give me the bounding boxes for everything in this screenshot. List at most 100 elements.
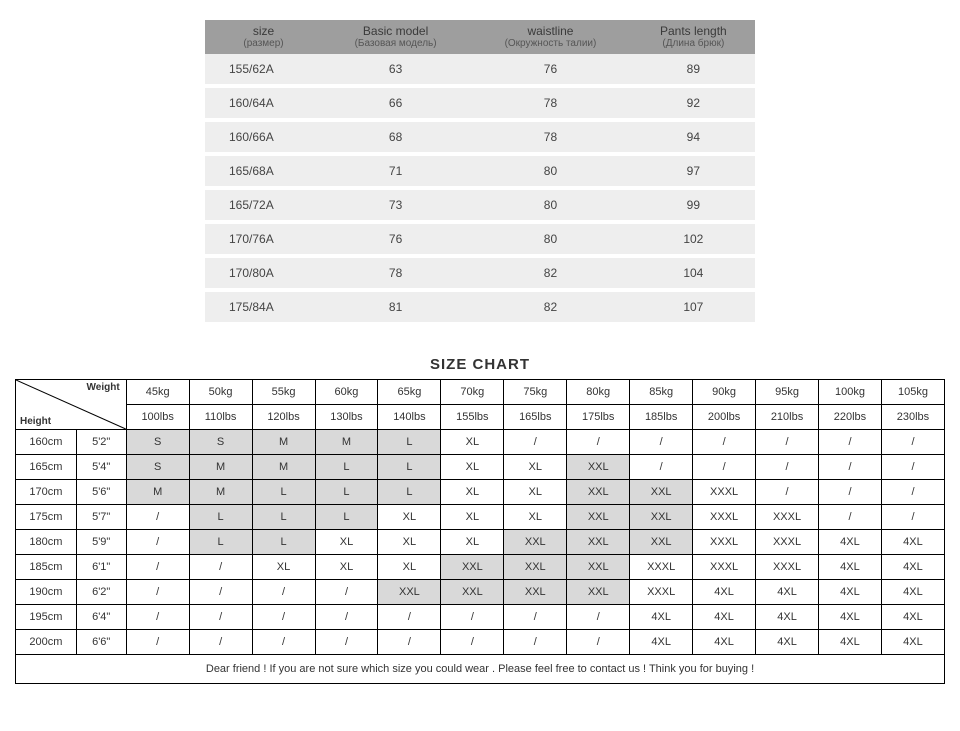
size-cell: XXL [378,580,441,605]
weight-header-lbs: 120lbs [252,405,315,430]
weight-header-kg: 50kg [189,380,252,405]
size-chart-row: 165cm5'4"SMMLLXLXLXXL///// [16,455,945,480]
measurements-cell: 78 [469,120,632,154]
size-cell: / [881,455,944,480]
measurements-table-container: size(размер) Basic model(Базовая модель)… [205,20,755,326]
measurements-cell: 165/72A [205,188,322,222]
size-chart-row: 185cm6'1"//XLXLXLXXLXXLXXLXXXLXXXLXXXL4X… [16,555,945,580]
measurements-cell: 76 [469,54,632,86]
size-cell: XXL [567,530,630,555]
size-cell: XXL [567,555,630,580]
size-cell: 4XL [693,605,756,630]
size-cell: / [567,430,630,455]
weight-header-kg: 85kg [630,380,693,405]
size-chart-footer-note: Dear friend ! If you are not sure which … [16,655,945,684]
measurements-row: 160/66A687894 [205,120,755,154]
size-cell: XXL [630,480,693,505]
height-ft-cell: 5'7" [76,505,126,530]
size-cell: L [315,455,378,480]
weight-header-lbs: 230lbs [881,405,944,430]
size-chart-container: WeightHeight45kg50kg55kg60kg65kg70kg75kg… [15,379,945,684]
size-cell: / [189,630,252,655]
measurements-cell: 80 [469,154,632,188]
height-ft-cell: 6'1" [76,555,126,580]
size-cell: XXL [504,555,567,580]
weight-header-lbs: 110lbs [189,405,252,430]
size-cell: 4XL [630,630,693,655]
size-cell: / [693,455,756,480]
size-cell: XL [441,480,504,505]
size-cell: 4XL [756,605,819,630]
size-chart-title: SIZE CHART [0,356,960,373]
measurements-cell: 89 [632,54,755,86]
size-cell: XXL [630,505,693,530]
col-waistline: waistline(Окружность талии) [469,20,632,54]
size-cell: / [756,430,819,455]
size-cell: XXL [504,530,567,555]
size-cell: 4XL [756,580,819,605]
size-cell: / [441,605,504,630]
measurements-cell: 80 [469,222,632,256]
size-cell: / [378,630,441,655]
size-cell: / [126,580,189,605]
weight-header-lbs: 175lbs [567,405,630,430]
measurements-cell: 71 [322,154,469,188]
weight-header-lbs: 200lbs [693,405,756,430]
weight-header-kg: 70kg [441,380,504,405]
height-ft-cell: 5'6" [76,480,126,505]
size-cell: L [252,505,315,530]
height-cm-cell: 170cm [16,480,77,505]
size-cell: / [189,555,252,580]
size-cell: S [189,430,252,455]
size-cell: 4XL [881,630,944,655]
size-cell: L [252,480,315,505]
size-cell: / [189,605,252,630]
weight-header-kg: 45kg [126,380,189,405]
size-cell: / [567,605,630,630]
size-cell: 4XL [881,530,944,555]
measurements-cell: 66 [322,86,469,120]
size-cell: XL [441,505,504,530]
size-cell: M [252,455,315,480]
size-cell: XL [252,555,315,580]
height-ft-cell: 5'4" [76,455,126,480]
size-cell: / [126,505,189,530]
size-cell: L [315,480,378,505]
weight-header-kg: 75kg [504,380,567,405]
size-cell: / [252,580,315,605]
height-cm-cell: 190cm [16,580,77,605]
height-ft-cell: 5'2" [76,430,126,455]
size-cell: XXL [441,555,504,580]
measurements-cell: 160/66A [205,120,322,154]
size-cell: 4XL [819,580,882,605]
size-cell: M [252,430,315,455]
measurements-row: 165/68A718097 [205,154,755,188]
size-cell: XL [378,555,441,580]
size-cell: XL [315,555,378,580]
measurements-row: 160/64A667892 [205,86,755,120]
height-cm-cell: 165cm [16,455,77,480]
size-cell: / [630,455,693,480]
weight-header-lbs: 165lbs [504,405,567,430]
size-chart-row: 190cm6'2"////XXLXXLXXLXXLXXXL4XL4XL4XL4X… [16,580,945,605]
measurements-cell: 76 [322,222,469,256]
size-cell: / [881,430,944,455]
size-cell: / [378,605,441,630]
size-cell: 4XL [819,605,882,630]
size-chart-row: 160cm5'2"SSMMLXL/////// [16,430,945,455]
measurements-cell: 99 [632,188,755,222]
size-cell: / [819,505,882,530]
size-cell: XXL [567,455,630,480]
size-cell: XXL [441,580,504,605]
size-cell: / [189,580,252,605]
weight-header-kg: 80kg [567,380,630,405]
size-cell: / [126,530,189,555]
size-cell: / [252,630,315,655]
measurements-header-row: size(размер) Basic model(Базовая модель)… [205,20,755,54]
size-cell: / [126,555,189,580]
measurements-cell: 94 [632,120,755,154]
size-cell: XXL [630,530,693,555]
weight-header-kg: 60kg [315,380,378,405]
size-cell: 4XL [819,530,882,555]
height-ft-cell: 5'9" [76,530,126,555]
